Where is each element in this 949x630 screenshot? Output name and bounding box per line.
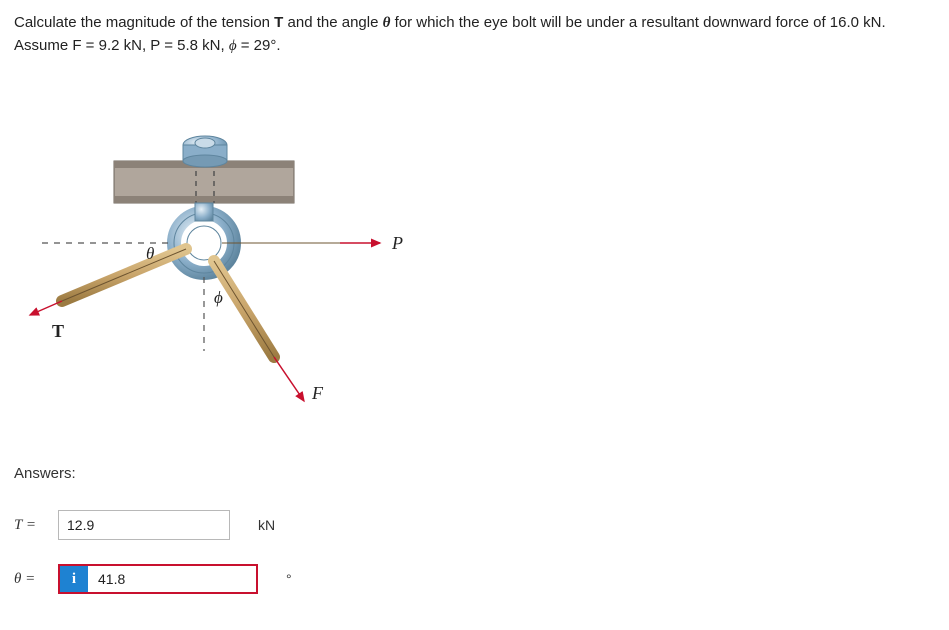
- answers-block: Answers: T = 12.9 kN θ = i 41.8 °: [14, 465, 935, 594]
- beam-bot-edge: [114, 196, 294, 203]
- line2-eq: = 29°.: [237, 37, 281, 54]
- answers-label: Answers:: [14, 465, 935, 482]
- arrow-F: [274, 357, 304, 401]
- rope-T: [62, 249, 186, 301]
- bolt-top: [195, 138, 215, 148]
- diagram: θ ϕ T P F: [14, 81, 935, 445]
- eye-shank: [195, 203, 213, 221]
- problem-text: Calculate the magnitude of the tension T…: [14, 12, 935, 57]
- arrow-T: [30, 301, 62, 315]
- rope-F: [214, 261, 274, 357]
- nut-base: [183, 155, 227, 167]
- input-theta-value: 41.8: [88, 571, 135, 587]
- label-T: T: [52, 321, 64, 341]
- unit-T: kN: [258, 517, 275, 533]
- line1-mid: and the angle: [283, 14, 382, 31]
- eye-ring-outline-in: [187, 226, 221, 260]
- diagram-svg: θ ϕ T P F: [14, 81, 434, 441]
- var-theta: θ =: [14, 571, 58, 588]
- line2-prefix: Assume F = 9.2 kN, P = 5.8 kN,: [14, 37, 229, 54]
- label-phi: ϕ: [214, 288, 223, 307]
- label-F: F: [311, 383, 324, 403]
- label-theta: θ: [146, 244, 154, 263]
- line1-T: T: [274, 14, 283, 31]
- input-T-value: 12.9: [67, 517, 94, 533]
- unit-theta: °: [286, 571, 292, 587]
- var-T: T =: [14, 517, 58, 534]
- label-P: P: [391, 233, 403, 253]
- input-T[interactable]: 12.9: [58, 510, 230, 540]
- answer-row-theta: θ = i 41.8 °: [14, 564, 935, 594]
- line1-prefix: Calculate the magnitude of the tension: [14, 14, 274, 31]
- input-theta[interactable]: i 41.8: [58, 564, 258, 594]
- answer-row-T: T = 12.9 kN: [14, 510, 935, 540]
- line1-suffix: for which the eye bolt will be under a r…: [390, 14, 885, 31]
- info-icon[interactable]: i: [60, 566, 88, 592]
- line2-phi: ϕ: [229, 38, 237, 54]
